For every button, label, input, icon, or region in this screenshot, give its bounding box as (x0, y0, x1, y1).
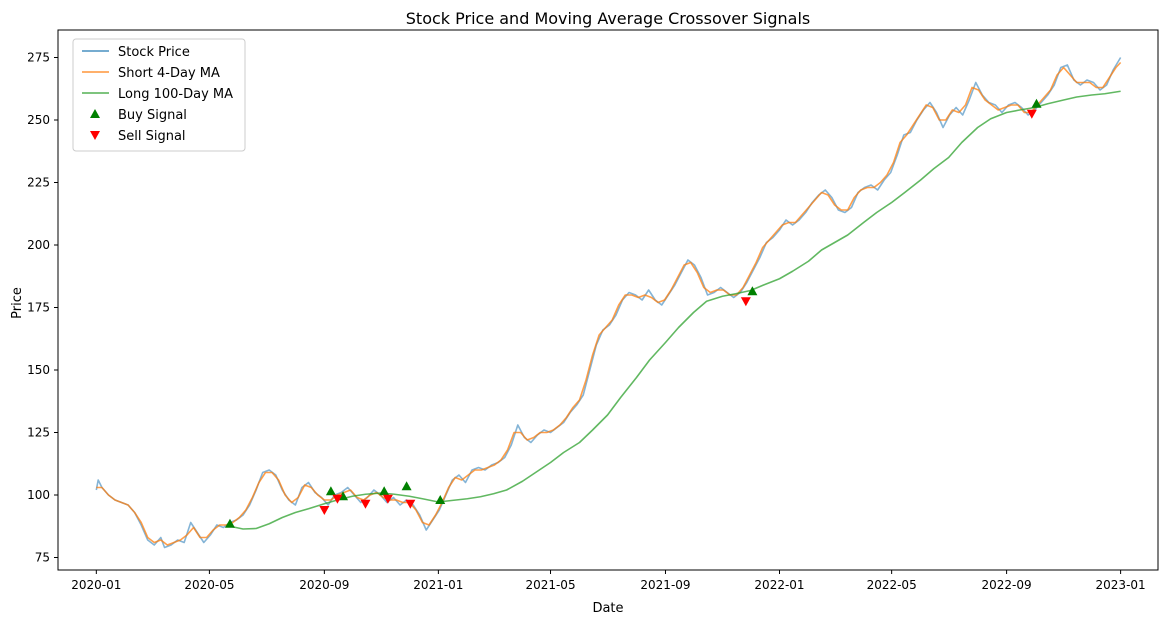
y-tick-label: 175 (27, 301, 50, 315)
x-tick-label: 2022-05 (867, 578, 917, 592)
y-tick-label: 75 (35, 551, 50, 565)
legend-swatch (90, 131, 100, 140)
x-tick-label: 2020-05 (184, 578, 234, 592)
x-tick-label: 2022-09 (982, 578, 1032, 592)
sell-signal-marker (1026, 109, 1037, 119)
series-line-short-4-day-ma (96, 61, 1122, 546)
y-tick-label: 200 (27, 238, 50, 252)
buy-signal-marker (401, 481, 412, 491)
legend-label: Stock Price (118, 45, 190, 60)
x-axis-label: Date (592, 601, 623, 616)
legend-label: Long 100-Day MA (118, 87, 233, 102)
legend-label: Short 4-Day MA (118, 66, 220, 81)
sell-signal-marker (360, 499, 371, 509)
chart-title: Stock Price and Moving Average Crossover… (406, 9, 810, 28)
buy-signal-marker (224, 518, 235, 528)
y-axis-label: Price (10, 287, 25, 319)
sell-signal-marker (405, 499, 416, 509)
x-tick-label: 2023-01 (1096, 578, 1146, 592)
legend: Stock Price Short 4-Day MA Long 100-Day MA… (72, 38, 246, 152)
x-tick-label: 2022-01 (754, 578, 804, 592)
sell-signal-marker (319, 506, 330, 515)
sell-signal-marker (332, 494, 343, 504)
plot-area (57, 29, 1159, 571)
plot-frame (57, 29, 1159, 571)
y-axis-ticks: 75 100 125 150 175 200 225 250 275 (27, 51, 58, 565)
y-tick-label: 225 (27, 176, 50, 190)
sell-signal-marker (382, 494, 393, 504)
buy-signal-marker (435, 495, 446, 504)
buy-signal-marker (1031, 98, 1042, 108)
x-tick-label: 2020-01 (71, 578, 121, 592)
x-tick-label: 2020-09 (299, 578, 349, 592)
buy-signal-marker (379, 486, 390, 496)
y-tick-label: 150 (27, 363, 50, 377)
legend-box (72, 38, 246, 152)
x-tick-label: 2021-05 (525, 578, 575, 592)
legend-swatch (90, 109, 100, 118)
sell-signal-marker (740, 297, 751, 307)
x-tick-label: 2021-01 (413, 578, 463, 592)
buy-signal-marker (325, 486, 336, 496)
series-line-long-100-day-ma (229, 90, 1121, 530)
y-tick-label: 250 (27, 113, 50, 127)
legend-label: Sell Signal (118, 129, 186, 144)
legend-label: Buy Signal (118, 108, 187, 123)
signal-markers (224, 98, 1042, 528)
y-tick-label: 100 (27, 488, 50, 502)
buy-signal-marker (747, 286, 758, 296)
y-tick-label: 125 (27, 426, 50, 440)
series-layer (95, 57, 1122, 549)
x-axis-ticks: 2020-01 2020-05 2020-09 2021-01 2021-05 2021-… (71, 570, 1146, 592)
x-tick-label: 2021-09 (640, 578, 690, 592)
y-tick-label: 275 (27, 51, 50, 65)
